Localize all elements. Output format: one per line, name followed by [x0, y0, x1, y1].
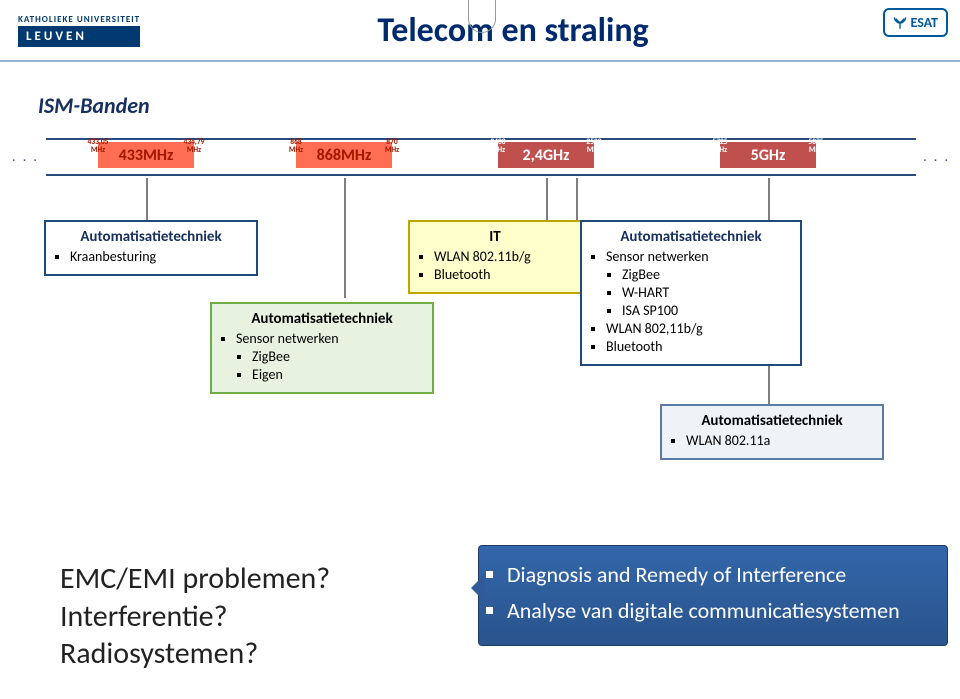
callout-item: Diagnosis and Remedy of Interference — [507, 560, 933, 590]
question-line: Radiosystemen? — [60, 635, 330, 673]
box-auto-24: Automatisatietechniek Sensor netwerkenZig… — [580, 220, 802, 366]
box-auto-868: Automatisatietechniek Sensor netwerkenZig… — [210, 302, 434, 394]
box-title: Automatisatietechniek — [56, 228, 246, 246]
callout-box: Diagnosis and Remedy of Interference Anal… — [478, 545, 948, 646]
crest-icon — [468, 0, 496, 33]
ellipsis-left: . . . — [12, 148, 39, 165]
box-title: IT — [420, 228, 570, 246]
ellipsis-right: . . . — [923, 148, 950, 165]
connector — [344, 178, 346, 298]
list-item: W-HART — [622, 284, 790, 301]
list-item: Sensor netwerkenZigBeeW-HARTISA SP100 — [606, 248, 790, 319]
list-item: Kraanbesturing — [70, 248, 246, 265]
list-item: ISA SP100 — [622, 302, 790, 319]
bottom-questions: EMC/EMI problemen?Interferentie?Radiosys… — [60, 560, 330, 673]
box-it-24: IT WLAN 802.11b/gBluetooth — [408, 220, 582, 294]
list-item: Eigen — [252, 366, 422, 383]
band-5GHz: 5725MHz5GHz5875MHz — [720, 142, 816, 168]
band-2,4GHz: 2400MHz2,4GHz2500MHz — [498, 142, 594, 168]
logo-bar: LEUVEN — [18, 26, 140, 47]
list-item: Bluetooth — [606, 338, 790, 355]
connector — [576, 178, 578, 222]
logo-kuleuven: KATHOLIEKE UNIVERSITEIT LEUVEN — [18, 6, 178, 56]
list-item: ZigBee — [622, 266, 790, 283]
logo-esat: ESAT — [883, 8, 948, 37]
box-title: Automatisatietechniek — [672, 412, 872, 430]
logo-line1: KATHOLIEKE UNIVERSITEIT — [18, 15, 140, 24]
connector — [546, 178, 548, 222]
list-item: Sensor netwerkenZigBeeEigen — [236, 330, 422, 383]
box-title: Automatisatietechniek — [222, 310, 422, 328]
question-line: Interferentie? — [60, 598, 330, 636]
section-heading: ISM-Banden — [38, 92, 150, 119]
divider — [0, 60, 960, 62]
list-item: ZigBee — [252, 348, 422, 365]
spectrum-bar: . . . . . . 433,05MHz433MHz434,79MHz868M… — [46, 132, 916, 180]
box-title: Automatisatietechniek — [592, 228, 790, 246]
list-item: WLAN 802,11b/g — [606, 320, 790, 337]
page-title: Telecom en straling — [377, 10, 648, 64]
box-auto-433: Automatisatietechniek Kraanbesturing — [44, 220, 258, 276]
antenna-icon — [893, 16, 907, 30]
list-item: Bluetooth — [434, 266, 570, 283]
list-item: WLAN 802.11b/g — [434, 248, 570, 265]
box-auto-5: Automatisatietechniek WLAN 802.11a — [660, 404, 884, 460]
list-item: WLAN 802.11a — [686, 432, 872, 449]
band-433MHz: 433,05MHz433MHz434,79MHz — [98, 142, 194, 168]
callout-item: Analyse van digitale communicatiesysteme… — [507, 596, 933, 626]
question-line: EMC/EMI problemen? — [60, 560, 330, 598]
band-868MHz: 868MHz868MHz870MHz — [296, 142, 392, 168]
connector — [146, 178, 148, 222]
